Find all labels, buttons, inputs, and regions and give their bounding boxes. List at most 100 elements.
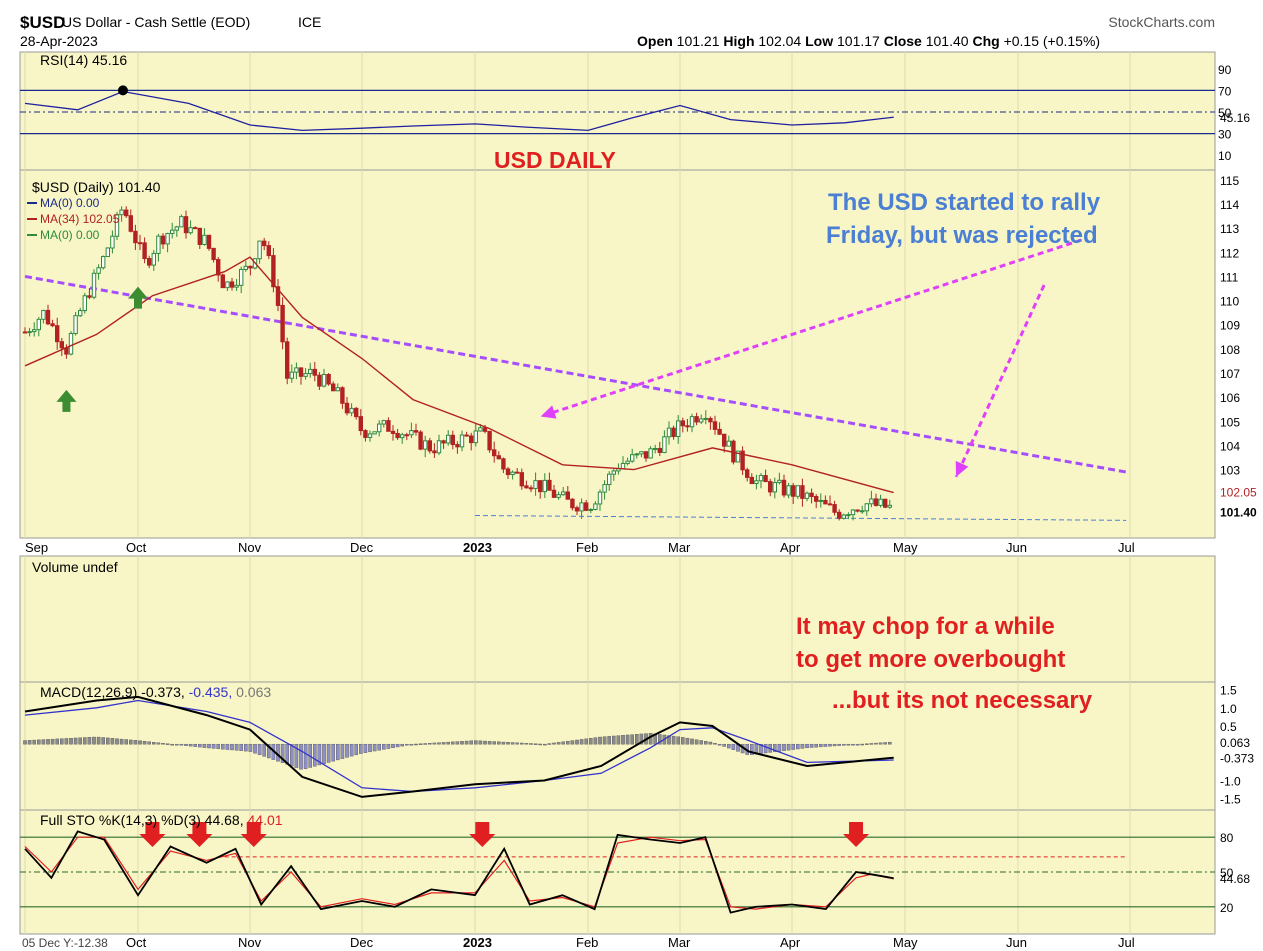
candle-body [124,209,129,217]
macd-histogram-bar [690,738,694,745]
macd-histogram-bar [731,743,736,750]
candle-body [423,440,428,450]
sell-arrow-icon [469,822,496,847]
candle-body [781,479,787,496]
candle-body [105,247,110,258]
candle-body [837,511,842,519]
support-line [474,515,1127,521]
macd-histogram-bar [607,736,611,745]
candle-body [620,462,626,470]
candle-body [873,498,879,506]
candle-body [864,503,869,512]
macd-histogram-bar [363,743,368,753]
macd-histogram-bar [851,743,855,746]
candle-body [809,492,814,498]
macd-histogram-bar [128,739,133,745]
rsi-overbought-marker [117,85,128,96]
pink-arrow-rejection-jan [540,238,1082,418]
macd-histogram-bar [133,740,138,745]
candle-body [170,229,175,234]
candle-body [183,216,189,234]
macd-histogram-bar [533,743,538,745]
candle-body [459,434,465,448]
high-label: High [723,33,754,49]
macd-histogram-bar [82,737,87,745]
candle-body [354,407,359,418]
bottom-month-label: Apr [780,935,801,950]
candle-body [740,450,745,471]
macd-histogram-bar [676,736,680,745]
macd-histogram-bar [115,738,119,745]
candle-body [331,383,336,392]
macd-histogram-bar [878,742,883,745]
macd-histogram-bar [786,743,791,751]
candle-body [754,480,759,485]
candle-body [722,433,727,447]
macd-histogram-bar [193,743,198,747]
macd-tick-label: 0.063 [1220,736,1250,750]
pink-arrow-rejection-jan-head [540,405,557,419]
macd-histogram-bar [110,738,115,745]
candle-body [795,485,800,497]
price-tick-label: 108 [1220,343,1240,357]
macd-histogram-bar [727,743,731,749]
candle-body [446,434,451,444]
close-value: 101.40 [926,33,969,49]
macd-histogram-bar [243,743,248,752]
macd-histogram-bar [253,743,257,754]
candle-body [377,423,382,433]
candle-body [528,487,534,490]
candle-body [96,267,101,274]
macd-line [24,695,894,798]
macd-histogram-bar [405,743,409,746]
macd-histogram-bar [874,742,878,745]
candle-body [114,214,120,237]
macd-histogram-bar [575,739,579,745]
macd-histogram-bar [497,741,501,745]
candle-body [501,458,506,470]
macd-histogram-bar [805,743,809,749]
macd-histogram-bar [648,733,653,745]
macd-histogram-bar [239,743,244,751]
macd-histogram-bar [78,737,82,745]
open-label: Open [637,33,673,49]
macd-histogram-bar [441,742,446,745]
macd-histogram-bar [147,741,152,745]
candle-body [869,498,874,505]
candle-body [36,318,41,331]
macd-histogram-bar [262,743,267,757]
footer-note: 05 Dec Y:-12.38 [22,936,108,950]
candle-body [308,368,313,375]
ohlc-readout: Open 101.21 High 102.04 Low 101.17 Close… [637,33,1100,49]
macd-histogram-bar [105,737,110,745]
candle-body [846,514,851,517]
rsi-tick-label: 10 [1218,149,1232,163]
macd-histogram-bar [708,741,713,745]
candle-body [671,427,676,437]
macd-histogram-bar [124,739,128,745]
price-tick-label: 110 [1220,295,1239,309]
macd-histogram-bar [290,743,294,767]
macd-histogram-bar [207,743,211,749]
macd-histogram-bar [713,743,717,745]
candle-body [413,430,419,433]
candle-body [602,484,607,493]
candle-body [492,449,497,457]
annotation-title: USD DAILY [494,147,616,173]
macd-histogram-bar [170,743,175,746]
macd-histogram-bar [423,743,428,745]
candle-body [78,310,83,317]
candle-body [381,420,387,425]
macd-histogram-bar [437,742,441,745]
candle-body [68,333,74,355]
macd-histogram-bar [639,733,644,745]
macd-histogram-bar [340,743,345,759]
candle-body [298,367,304,377]
price-tick-label: 109 [1220,319,1240,333]
macd-histogram-bar [515,742,519,745]
candle-body [717,428,722,435]
macd-histogram-bar [60,738,64,745]
macd-histogram-bar [46,739,50,745]
macd-histogram-bar [671,735,676,745]
macd-histogram-bar [855,743,860,746]
